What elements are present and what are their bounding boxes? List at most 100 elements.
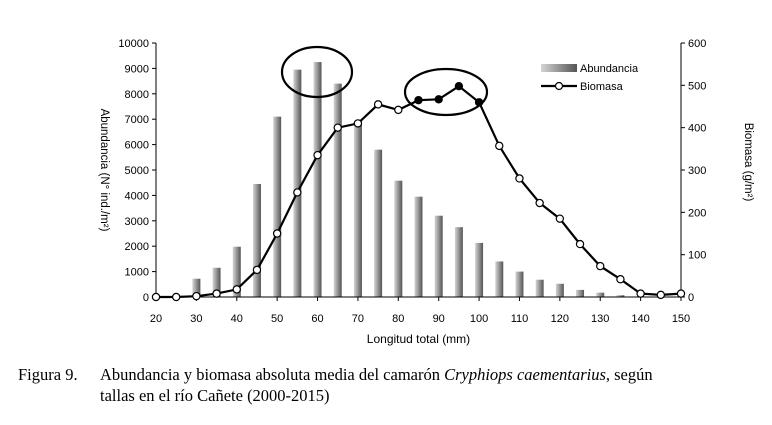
biomass-line: [151, 81, 686, 302]
x-tick-label: 110: [511, 313, 529, 325]
x-tick-label: 30: [190, 313, 202, 325]
abundance-bar: [333, 83, 342, 297]
abundance-bar: [454, 227, 463, 297]
y-axis-title-left: Abundancia (N° ind./m²): [98, 109, 110, 232]
x-tick-label: 90: [433, 313, 445, 325]
biomass-point: [636, 289, 645, 298]
abundance-bar: [515, 271, 524, 297]
x-tick-label: 60: [311, 313, 323, 325]
biomass-point: [373, 100, 383, 109]
species-name: Cryphiops caementarius: [444, 365, 606, 384]
y-tick-label-left: 9000: [125, 63, 149, 75]
x-tick-label: 100: [470, 313, 488, 325]
abundance-bar: [475, 242, 484, 297]
abundance-bar: [232, 246, 241, 297]
biomass-point: [535, 198, 544, 208]
peak-abundance-ellipse: [280, 45, 354, 99]
x-axis-title: Longitud total (mm): [367, 332, 470, 346]
abundance-bar: [353, 120, 362, 297]
y-tick-label-right: 300: [688, 165, 706, 177]
biomass-point: [616, 275, 625, 284]
biomass-point: [515, 174, 524, 183]
y-tick-label-right: 0: [688, 292, 694, 304]
x-tick-label: 50: [271, 313, 283, 325]
biomass-point: [454, 81, 464, 91]
abundance-bar: [273, 116, 282, 297]
abundance-bars: [192, 62, 625, 297]
biomass-point: [333, 123, 342, 132]
biomass-point: [353, 119, 363, 128]
abundance-bar: [192, 278, 201, 297]
y-axis-title-right: Biomasa (g/m²): [742, 123, 754, 202]
axes: 0 1000 2000 3000 4000 5000 6000 7000 8000 9000 100…: [98, 38, 754, 346]
x-tick-label: 140: [631, 313, 649, 325]
biomass-point: [252, 265, 262, 275]
biomass-point: [596, 261, 605, 271]
y-tick-label-left: 10000: [118, 38, 149, 50]
y-tick-label-right: 600: [688, 38, 706, 50]
x-tick-label: 70: [352, 313, 364, 325]
legend-abundancia-label: Abundancia: [580, 63, 639, 75]
legend-biomasa-label: Biomasa: [580, 81, 624, 93]
abundance-bar: [576, 289, 585, 297]
y-tick-label-left: 4000: [125, 190, 149, 202]
abundance-bar: [293, 69, 302, 297]
peak-biomass-ellipse: [403, 67, 489, 117]
legend: Abundancia Biomasa: [541, 63, 639, 93]
biomass-point: [192, 291, 201, 301]
biomass-point: [555, 214, 565, 223]
biomass-point: [313, 150, 322, 160]
caption-text: Abundancia y biomasa absoluta media del …: [100, 365, 445, 384]
biomass-point: [394, 105, 403, 115]
abundance-bar: [535, 279, 544, 297]
biomass-point: [434, 95, 443, 104]
biomass-point: [575, 239, 585, 249]
x-tick-label: 150: [672, 313, 690, 325]
x-tick-label: 20: [150, 313, 162, 325]
biomass-point: [293, 188, 302, 197]
biomass-point: [272, 229, 282, 238]
abundance-bar: [434, 215, 443, 297]
abundance-bar: [394, 180, 403, 297]
figure-caption: Figura 9. Abundancia y biomasa absoluta m…: [18, 364, 758, 406]
annotations: [280, 45, 489, 117]
x-tick-label: 120: [551, 313, 569, 325]
abundance-bar: [555, 283, 564, 297]
caption-text-end: , según: [605, 365, 653, 384]
y-tick-label-left: 3000: [125, 216, 149, 228]
biomass-point: [151, 292, 161, 302]
legend-biomasa-marker: [554, 81, 564, 91]
abundance-bar: [596, 292, 605, 297]
y-tick-label-right: 400: [688, 123, 706, 135]
abundance-bar: [252, 183, 261, 297]
y-tick-label-left: 5000: [125, 165, 149, 177]
abundance-bar: [495, 261, 504, 297]
chart: 0 1000 2000 3000 4000 5000 6000 7000 8000 9000 100…: [98, 38, 754, 346]
abundance-bar: [313, 62, 322, 297]
figure-label: Figura 9.: [18, 365, 78, 384]
abundance-bar: [212, 267, 221, 297]
biomass-point: [212, 289, 221, 298]
abundance-bar: [414, 196, 423, 297]
x-tick-label: 80: [392, 313, 404, 325]
y-tick-label-left: 2000: [125, 241, 149, 253]
y-tick-label-left: 7000: [125, 114, 149, 126]
biomass-point: [414, 95, 423, 105]
abundance-bar: [374, 149, 383, 297]
y-tick-label-left: 1000: [125, 267, 149, 279]
biomass-point: [232, 285, 241, 294]
x-tick-label: 130: [591, 313, 609, 325]
legend-abundancia-swatch: [541, 64, 577, 72]
y-tick-label-right: 100: [688, 250, 706, 262]
biomass-point: [656, 290, 666, 300]
caption-line2: tallas en el río Cañete (2000-2015): [100, 386, 330, 405]
biomass-point: [676, 289, 686, 298]
y-tick-label-left: 6000: [125, 140, 149, 152]
y-tick-label-right: 200: [688, 207, 706, 219]
x-tick-label: 40: [231, 313, 243, 325]
biomass-point: [495, 141, 504, 151]
y-tick-label-left: 8000: [125, 89, 149, 101]
abundance-bar: [616, 295, 625, 297]
y-tick-label-right: 500: [688, 80, 706, 92]
biomass-point: [171, 292, 181, 302]
